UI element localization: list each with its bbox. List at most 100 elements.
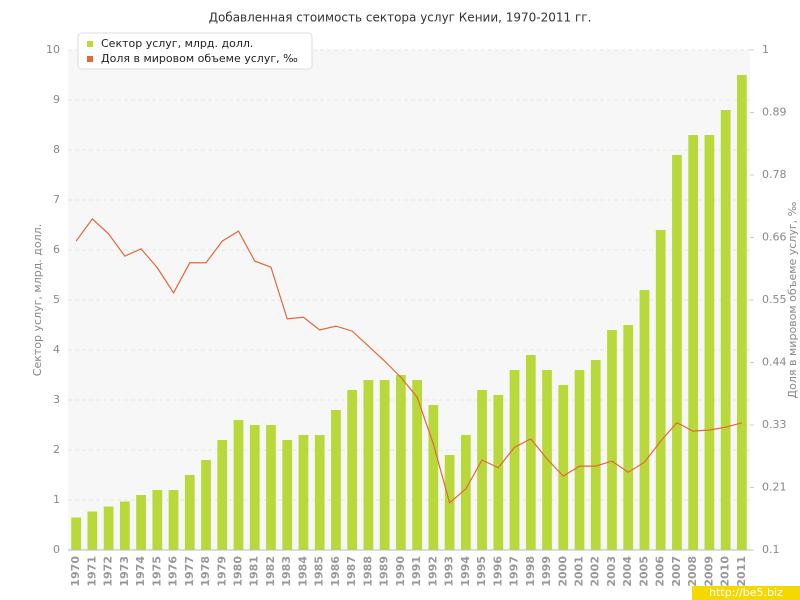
watermark-bg: [692, 586, 800, 600]
x-tick-label: 1994: [459, 556, 472, 587]
bar: [103, 506, 114, 550]
x-tick-label: 1998: [524, 556, 537, 587]
legend-box: [77, 32, 313, 70]
x-tick-label: 2003: [605, 556, 618, 587]
bar: [623, 325, 634, 550]
bar: [477, 390, 487, 550]
bar: [542, 370, 552, 550]
plot: 0 1 2 3 4 5 6 7 8 9 10 0.1 0.21 0.33 0.44 0.55 0.66 0.78 0…: [46, 43, 787, 587]
bar: [298, 435, 309, 550]
x-tick-label: 1970: [69, 556, 82, 587]
x-tick-label: 2006: [654, 556, 667, 587]
line: [75, 217, 743, 504]
x-tick-label: 2008: [686, 556, 699, 587]
bar: [71, 517, 81, 550]
x-tick-label: 1981: [248, 556, 261, 587]
x-tick-label: 1990: [394, 556, 407, 587]
bar: [704, 135, 715, 550]
legend-label: Сектор услуг, млрд. долл.: [101, 37, 253, 50]
y-tick-label: 8: [53, 143, 60, 156]
x-tick-label: 2009: [702, 556, 715, 587]
bar: [233, 420, 244, 550]
x-tick-label: 2001: [573, 556, 586, 587]
y2-tick-label: 0.33: [762, 418, 787, 431]
y2-tick-label: 0.44: [762, 356, 787, 369]
legend-label: Доля в мировом объеме услуг, ‰: [101, 52, 298, 65]
bar: [249, 425, 260, 550]
bar: [396, 375, 406, 550]
y-tick-label: 7: [53, 193, 60, 206]
x-tick-label: 2010: [719, 556, 732, 587]
bar: [314, 435, 325, 550]
y-tick-label: 1: [53, 493, 60, 506]
bar: [655, 230, 666, 550]
bar: [363, 380, 374, 550]
x-tick-label: 2007: [670, 556, 683, 587]
y2-tick-label: 0.21: [762, 481, 787, 494]
x-tick-label: 1972: [102, 556, 115, 587]
bar: [119, 501, 130, 550]
bar: [201, 460, 211, 550]
x-tick-label: 1995: [475, 556, 488, 587]
bar: [87, 511, 98, 550]
bar: [331, 410, 341, 550]
bar: [574, 370, 585, 550]
x-tick-label: 1978: [199, 556, 212, 587]
y-tick-label: 10: [46, 43, 60, 56]
y-tick-label: 2: [53, 443, 60, 456]
x-tick-label: 1993: [443, 556, 456, 587]
x-tick-label: 1986: [329, 556, 342, 587]
watermark: http://be5.biz: [709, 586, 783, 599]
x-tick-label: 1989: [378, 556, 391, 587]
x-tick-label: 1974: [134, 556, 147, 587]
y2-tick-label: 1: [762, 43, 769, 56]
bar: [720, 110, 731, 550]
bar: [509, 370, 520, 550]
x-tick-label: 1999: [540, 556, 553, 587]
x-tick-label: 1992: [426, 556, 439, 587]
y2-tick-label: 0.1: [762, 543, 780, 556]
bar: [590, 360, 601, 550]
bar: [493, 395, 504, 550]
y-tick-label: 9: [53, 93, 60, 106]
x-tick-label: 1997: [508, 556, 521, 587]
bar: [347, 390, 358, 550]
bar: [428, 405, 439, 550]
y-tick-label: 4: [53, 343, 60, 356]
y2-tick-label: 0.89: [762, 106, 787, 119]
x-tick-label: 1983: [280, 556, 293, 587]
x-tick-label: 1971: [85, 556, 98, 587]
bar: [136, 495, 146, 550]
y-tick-label: 3: [53, 393, 60, 406]
x-tick-label: 1980: [232, 556, 245, 587]
bar: [412, 380, 422, 550]
x-tick-label: 1982: [264, 556, 277, 587]
x-tick-label: 1975: [150, 556, 163, 587]
bar: [217, 440, 228, 550]
x-tick-label: 2004: [621, 556, 634, 587]
x-tick-label: 1988: [361, 556, 374, 587]
y2-tick-label: 0.78: [762, 168, 787, 181]
bar: [152, 490, 163, 550]
x-tick-label: 2005: [637, 556, 650, 587]
bar: [607, 330, 617, 550]
y-axis-title: Сектор услуг, млрд. долл.: [31, 224, 44, 376]
bar: [525, 355, 536, 550]
y2-axis-title: Доля в мировом объеме услуг, ‰: [786, 201, 799, 398]
y-tick-label: 6: [53, 243, 60, 256]
bar: [737, 75, 747, 550]
bar: [266, 425, 276, 550]
bar: [282, 440, 293, 550]
y-tick-label: 0: [53, 543, 60, 556]
x-tick-label: 1976: [167, 556, 180, 587]
bar: [558, 385, 569, 550]
x-tick-label: 1977: [183, 556, 196, 587]
bar: [168, 490, 179, 550]
legend-swatch: [87, 56, 93, 62]
x-tick-label: 1991: [410, 556, 423, 587]
bar: [672, 155, 682, 550]
y-tick-label: 5: [53, 293, 60, 306]
x-tick-label: 1984: [296, 556, 309, 587]
x-tick-label: 1987: [345, 556, 358, 587]
